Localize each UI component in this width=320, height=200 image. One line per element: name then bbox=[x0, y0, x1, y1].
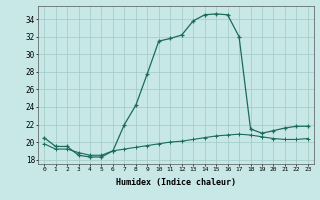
X-axis label: Humidex (Indice chaleur): Humidex (Indice chaleur) bbox=[116, 178, 236, 187]
